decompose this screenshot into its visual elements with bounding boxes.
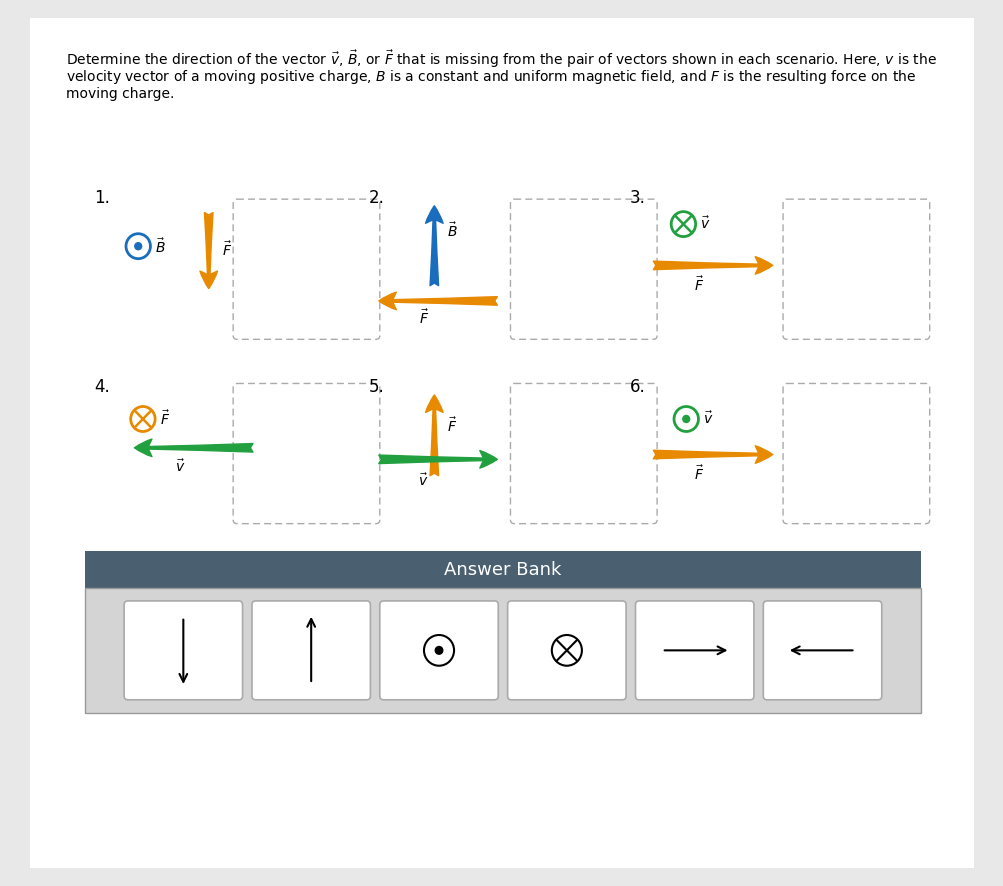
Text: $\vec{F}$: $\vec{F}$ (693, 464, 703, 483)
Text: $\vec{v}$: $\vec{v}$ (700, 216, 710, 232)
Text: $\vec{B}$: $\vec{B}$ (446, 222, 456, 240)
Text: moving charge.: moving charge. (66, 87, 175, 101)
Text: $\vec{F}$: $\vec{F}$ (419, 308, 429, 327)
FancyBboxPatch shape (635, 601, 753, 700)
Text: Answer Bank: Answer Bank (443, 561, 561, 579)
Text: $\vec{F}$: $\vec{F}$ (446, 416, 456, 435)
FancyBboxPatch shape (762, 601, 881, 700)
Text: $\vec{v}$: $\vec{v}$ (175, 459, 186, 475)
FancyBboxPatch shape (25, 13, 978, 873)
Bar (84, 551, 921, 588)
FancyBboxPatch shape (508, 601, 626, 700)
FancyBboxPatch shape (252, 601, 370, 700)
Text: Determine the direction of the vector $\vec{v}$, $\vec{B}$, or $\vec{F}$ that is: Determine the direction of the vector $\… (66, 49, 936, 70)
Text: $\vec{v}$: $\vec{v}$ (702, 411, 713, 427)
Text: $\vec{v}$: $\vec{v}$ (418, 472, 428, 489)
Text: $\vec{F}$: $\vec{F}$ (159, 409, 170, 428)
Circle shape (682, 416, 689, 423)
FancyBboxPatch shape (124, 601, 243, 700)
Text: 1.: 1. (94, 189, 109, 206)
Circle shape (435, 647, 442, 654)
Text: $\vec{F}$: $\vec{F}$ (222, 241, 232, 260)
Text: velocity vector of a moving positive charge, $B$ is a constant and uniform magne: velocity vector of a moving positive cha… (66, 67, 915, 86)
Text: 4.: 4. (94, 377, 109, 396)
Text: $\vec{F}$: $\vec{F}$ (693, 276, 703, 294)
FancyBboxPatch shape (379, 601, 497, 700)
Bar (84, 588, 921, 712)
Text: 5.: 5. (368, 377, 384, 396)
Text: 6.: 6. (629, 377, 645, 396)
Circle shape (134, 243, 141, 250)
Text: 2.: 2. (368, 189, 384, 206)
Text: 3.: 3. (629, 189, 645, 206)
Text: $\vec{B}$: $\vec{B}$ (155, 237, 165, 255)
